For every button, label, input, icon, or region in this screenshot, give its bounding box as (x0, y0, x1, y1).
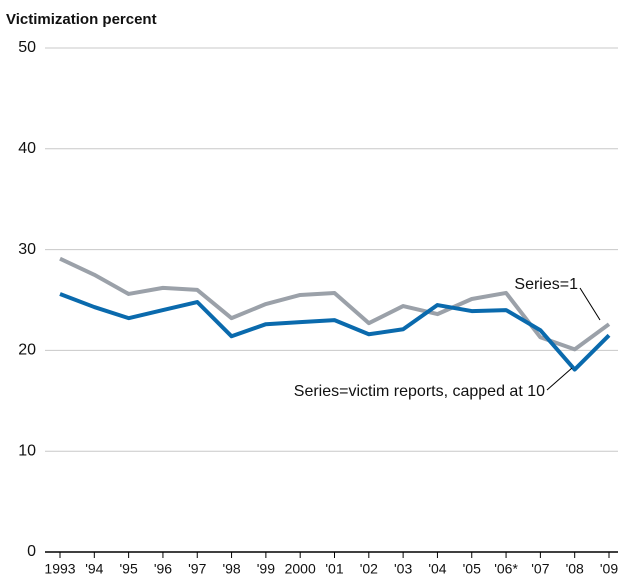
x-tick-label: '06* (494, 561, 518, 577)
y-tick-label: 40 (18, 140, 36, 157)
series-line (59, 256, 611, 352)
x-tick-label: '02 (360, 561, 378, 577)
x-tick-label: '96 (154, 561, 172, 577)
leader-line (546, 367, 573, 391)
series-line (59, 292, 611, 372)
x-tick-label: '97 (188, 561, 206, 577)
y-tick-label: 20 (18, 342, 36, 359)
x-tick-label: '07 (531, 561, 549, 577)
leader-line (579, 287, 601, 321)
series-label: Series=victim reports, capped at 10 (294, 383, 545, 400)
y-tick-label: 10 (18, 442, 36, 459)
x-tick-label: '94 (85, 561, 103, 577)
x-tick-label: '95 (120, 561, 138, 577)
x-tick-label: '03 (394, 561, 412, 577)
x-tick-label: '99 (257, 561, 275, 577)
x-tick-label: '98 (222, 561, 240, 577)
y-tick-label: 30 (18, 241, 36, 258)
y-tick-label: 0 (27, 543, 36, 560)
x-tick-label: '05 (463, 561, 481, 577)
x-tick-label: '04 (428, 561, 446, 577)
x-tick-label: '09 (600, 561, 618, 577)
chart-title: Victimization percent (6, 11, 157, 28)
series-label: Series=1 (514, 276, 578, 293)
x-tick-label: 2000 (285, 561, 316, 577)
y-tick-label: 50 (18, 39, 36, 56)
x-tick-label: '08 (566, 561, 584, 577)
x-tick-label: 1993 (44, 561, 75, 577)
x-tick-label: '01 (325, 561, 343, 577)
